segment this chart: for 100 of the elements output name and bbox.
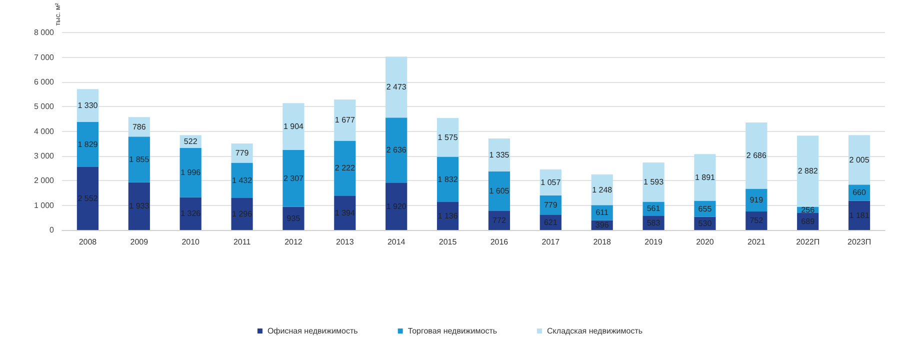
x-tick-label: 2020: [696, 238, 714, 246]
bar: [848, 200, 870, 230]
y-tick-label: 6 000: [34, 78, 55, 87]
data-label: 1 891: [694, 172, 716, 182]
bar: [488, 138, 510, 172]
y-tick-label: 4 000: [34, 126, 55, 136]
bar: [334, 99, 356, 141]
x-tick-label: 2013: [336, 238, 354, 246]
data-label: 779: [544, 200, 558, 210]
bar: [282, 206, 304, 230]
bar: [231, 198, 253, 230]
data-label: 2 473: [386, 82, 407, 92]
bar: [540, 169, 562, 196]
data-label: 2 005: [849, 155, 870, 164]
data-label: 660: [852, 188, 866, 198]
data-label: 530: [698, 218, 712, 228]
data-label: 621: [544, 218, 558, 227]
x-tick-label: 2014: [387, 238, 406, 246]
bar: [386, 182, 408, 230]
x-tick-label: 2010: [182, 238, 200, 246]
bar: [591, 174, 613, 206]
data-label: 2 222: [334, 164, 356, 173]
legend-label: Торговая недвижимость: [408, 326, 498, 336]
bar: [746, 122, 768, 189]
data-label: 779: [235, 148, 250, 158]
legend-label: Складская недвижимость: [547, 326, 643, 336]
bar: [488, 210, 510, 230]
y-tick-label: 7 000: [34, 52, 55, 62]
data-label: 1 829: [78, 140, 98, 149]
bar: [76, 89, 99, 122]
bar: [436, 202, 459, 230]
data-label: 2 686: [746, 151, 767, 160]
data-label: 752: [750, 216, 764, 226]
bar: [231, 162, 253, 198]
data-label: 2 552: [78, 194, 98, 204]
bar: [180, 148, 202, 198]
bar: [282, 150, 304, 207]
x-tick-label: 2009: [130, 238, 149, 246]
bar: [334, 140, 356, 196]
data-label: 611: [596, 208, 610, 218]
x-tick-label: 2015: [438, 238, 458, 246]
data-label: 256: [801, 205, 816, 214]
data-label: 522: [184, 137, 198, 146]
bar: [282, 103, 304, 150]
data-label: 2 636: [386, 146, 407, 155]
x-tick-label: 2017: [542, 238, 560, 246]
y-tick-label: 8 000: [34, 28, 55, 38]
bar: [76, 122, 99, 168]
data-label: 1 996: [180, 168, 202, 178]
bar: [436, 156, 459, 202]
data-label: 2 882: [798, 166, 818, 176]
data-label: 1 904: [283, 122, 304, 132]
y-tick-label: 1 000: [34, 200, 55, 210]
y-tick-label: 3 000: [34, 152, 55, 160]
data-label: 1 248: [592, 185, 613, 194]
bar: [386, 56, 408, 118]
data-label: 655: [698, 204, 712, 214]
data-label: 1 335: [489, 150, 510, 160]
y-tick-label: 5 000: [34, 102, 55, 112]
data-label: 2 307: [283, 174, 304, 183]
data-label: 561: [646, 204, 661, 214]
data-label: 1 296: [232, 210, 253, 219]
x-tick-label: 2018: [593, 238, 612, 246]
data-label: 1 933: [129, 202, 150, 211]
legend-label: Офисная недвижимость: [267, 326, 358, 336]
bar: [76, 167, 99, 230]
bar: [231, 143, 253, 163]
bar: [180, 197, 202, 230]
bar: [797, 136, 819, 207]
bar: [848, 135, 870, 185]
x-tick-label: 2016: [490, 238, 509, 246]
y-tick-label: 2 000: [34, 176, 55, 186]
bar: [334, 196, 356, 230]
data-label: 1 136: [438, 211, 458, 220]
data-label: 396: [595, 220, 610, 230]
x-tick-label: 2023П: [848, 238, 872, 246]
y-tick-label: 0: [50, 226, 55, 234]
bar: [642, 162, 664, 202]
data-label: 1 605: [489, 186, 510, 196]
bar: [128, 136, 150, 182]
data-label: 1 855: [129, 154, 150, 164]
data-label: 1 330: [78, 101, 98, 110]
bar: [488, 171, 510, 211]
x-tick-label: 2008: [78, 238, 98, 246]
data-label: 1 181: [849, 210, 870, 220]
bar: [694, 154, 716, 201]
x-tick-label: 2022П: [796, 238, 820, 246]
bar: [386, 118, 408, 183]
data-label: 1 575: [438, 132, 458, 142]
x-tick-label: 2019: [644, 238, 663, 246]
data-label: 786: [132, 122, 146, 132]
bar: [128, 182, 150, 230]
data-label: 1 920: [386, 202, 407, 211]
data-label: 772: [492, 216, 506, 225]
data-label: 1 057: [540, 178, 562, 187]
data-label: 1 832: [438, 174, 458, 184]
x-tick-label: 2011: [233, 238, 252, 246]
data-label: 919: [750, 196, 764, 205]
data-label: 935: [286, 214, 301, 223]
data-label: 583: [646, 218, 661, 228]
